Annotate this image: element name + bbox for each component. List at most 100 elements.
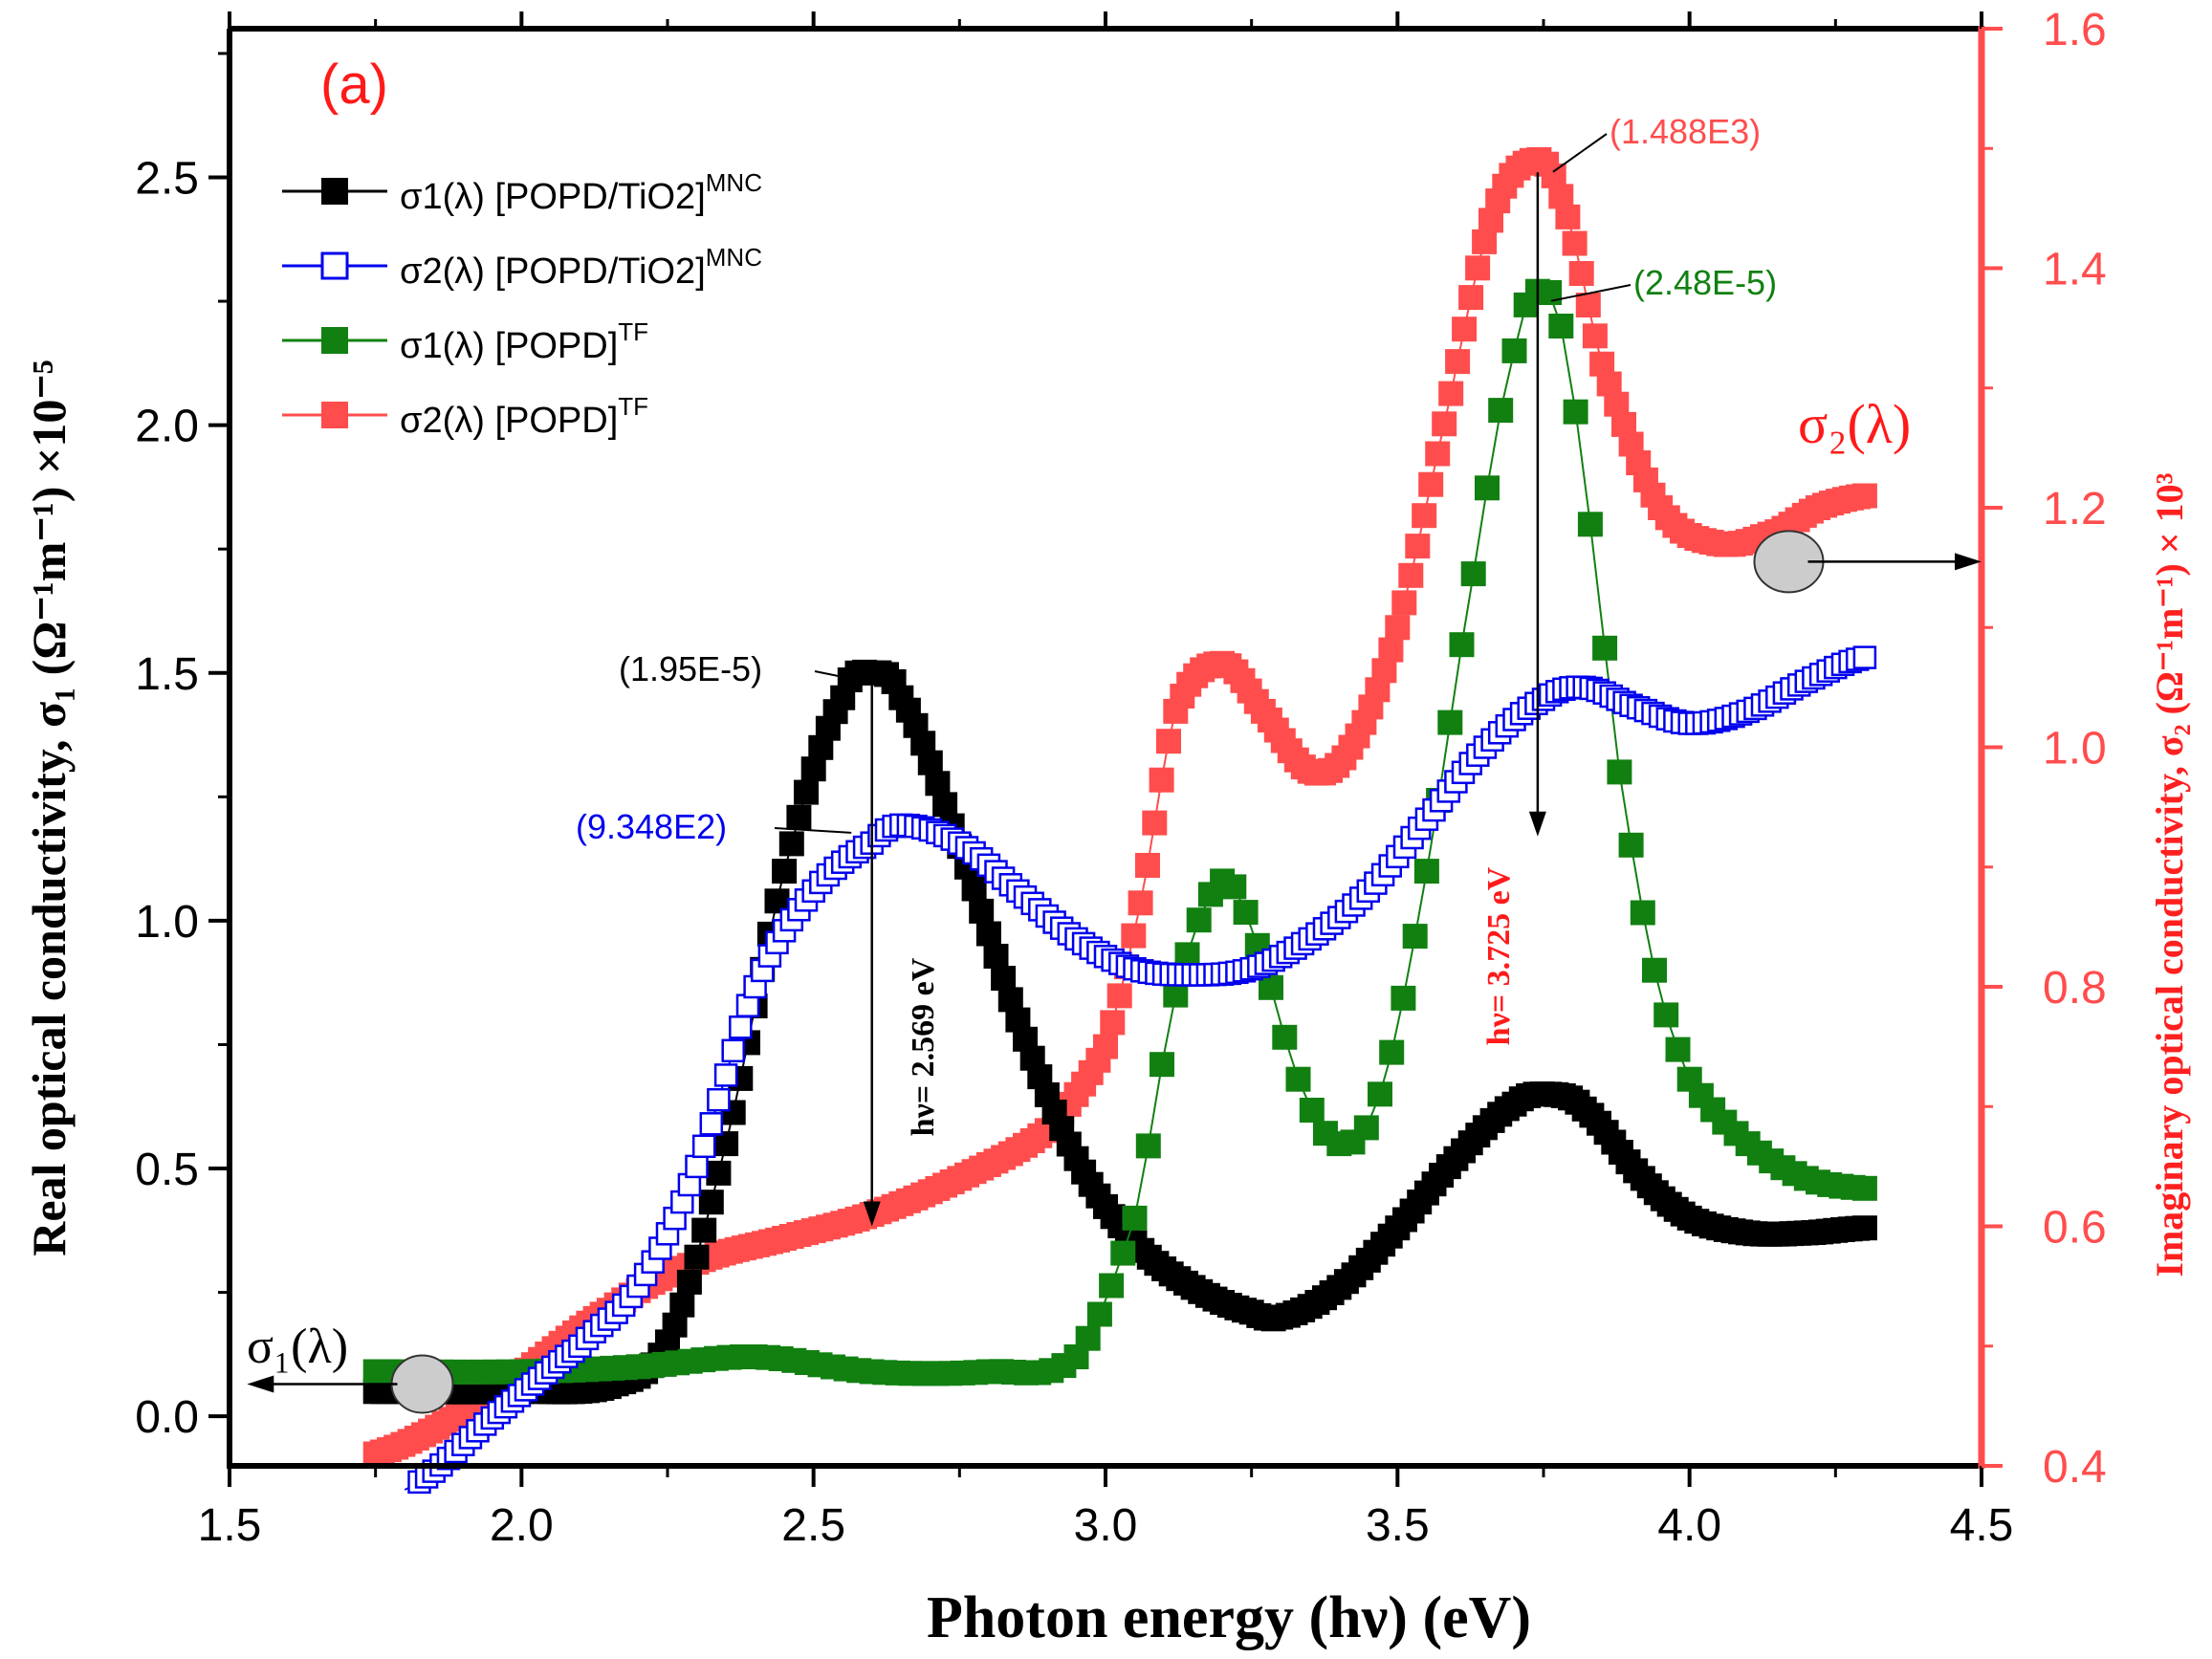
y-left-tick-label: 0.5 bbox=[135, 1145, 199, 1195]
data-point bbox=[1379, 1039, 1405, 1065]
sigma2-indicator-arrow-head bbox=[1955, 553, 1982, 571]
peak-label-green: (2.48E-5) bbox=[1633, 263, 1777, 302]
data-point bbox=[1537, 280, 1563, 305]
data-point bbox=[1412, 503, 1437, 529]
data-point bbox=[1418, 471, 1444, 497]
data-point bbox=[1135, 853, 1160, 878]
data-point bbox=[1233, 900, 1259, 926]
peak-label-red: (1.488E3) bbox=[1610, 112, 1761, 151]
y-right-tick-label: 0.8 bbox=[2043, 963, 2107, 1014]
data-point bbox=[1221, 874, 1247, 900]
data-point bbox=[1577, 512, 1603, 537]
axes-layer bbox=[227, 26, 1985, 1469]
data-point bbox=[1405, 534, 1431, 559]
data-point bbox=[691, 1217, 717, 1243]
data-point bbox=[1851, 1175, 1877, 1201]
x-tick-label: 2.5 bbox=[781, 1500, 845, 1551]
data-point bbox=[1582, 323, 1608, 349]
data-point bbox=[1163, 982, 1189, 1008]
data-point bbox=[684, 1244, 710, 1270]
y-left-tick-label: 0.0 bbox=[135, 1392, 199, 1443]
sigma1-indicator-label: σ₁(λ) bbox=[247, 1320, 348, 1374]
peak-label-black: (1.95E-5) bbox=[619, 649, 762, 688]
data-point bbox=[1285, 1066, 1311, 1092]
data-point bbox=[1851, 1215, 1877, 1241]
data-point bbox=[925, 771, 951, 797]
data-point bbox=[1156, 729, 1181, 754]
sigma1-indicator-circle bbox=[390, 1354, 454, 1414]
x-tick-label: 2.0 bbox=[490, 1500, 554, 1551]
data-point bbox=[1432, 411, 1457, 437]
data-point bbox=[1475, 475, 1500, 501]
data-point bbox=[1665, 1037, 1691, 1062]
data-point bbox=[983, 944, 1009, 969]
data-point bbox=[1607, 759, 1632, 785]
data-point bbox=[1852, 645, 1877, 669]
data-point bbox=[707, 1087, 731, 1112]
data-point bbox=[1100, 1010, 1126, 1036]
data-point bbox=[1075, 1325, 1101, 1351]
y-left-tick-label: 1.5 bbox=[135, 649, 199, 700]
data-point bbox=[786, 804, 812, 830]
data-point bbox=[1438, 381, 1464, 406]
data-point bbox=[1110, 1240, 1136, 1266]
data-point bbox=[1353, 1115, 1379, 1141]
peak-label-blue: (9.348E2) bbox=[576, 807, 727, 846]
legend-label-red: σ2(λ) [POPD]TF bbox=[400, 392, 648, 441]
data-point bbox=[1548, 314, 1574, 338]
x-tick-label: 3.0 bbox=[1074, 1500, 1138, 1551]
x-tick-label: 1.5 bbox=[198, 1500, 262, 1551]
hv-label-right: hν= 3.725 eV bbox=[1481, 866, 1517, 1045]
data-point bbox=[1272, 1024, 1298, 1050]
legend-label-green: σ1(λ) [POPD]TF bbox=[400, 317, 648, 366]
data-point bbox=[1425, 441, 1451, 467]
data-point bbox=[1391, 590, 1417, 616]
y-right-tick-label: 1.0 bbox=[2043, 724, 2107, 775]
data-point bbox=[1106, 983, 1132, 1009]
data-point bbox=[1488, 398, 1514, 424]
data-point bbox=[778, 831, 804, 857]
data-point bbox=[729, 1015, 753, 1039]
ticks-layer: 1.5 2.0 2.5 3.0 3.5 4.0 4.5 0.0 0.5 1.0 1.5 2.0 2.5 0… bbox=[135, 5, 2106, 1551]
leader-blue bbox=[774, 827, 852, 834]
x-tick-label: 4.5 bbox=[1950, 1500, 2014, 1551]
data-point bbox=[1398, 562, 1424, 588]
legend-label-blue: σ2(λ) [POPD/TiO2]MNC bbox=[400, 243, 762, 292]
data-point bbox=[1458, 285, 1484, 311]
legend-entry-red: σ2(λ) [POPD]TF bbox=[282, 392, 648, 441]
data-point bbox=[1449, 632, 1475, 658]
data-point bbox=[1368, 1081, 1392, 1107]
data-point bbox=[706, 1160, 732, 1186]
leader-black bbox=[814, 670, 861, 682]
data-point bbox=[1555, 204, 1581, 229]
y-left-axis-title: Real optical conductivity, σ₁ (Ω⁻¹m⁻¹) ×… bbox=[22, 360, 76, 1256]
data-point bbox=[1413, 859, 1439, 884]
data-point bbox=[1135, 1133, 1161, 1159]
hv-arrow-right-head bbox=[1528, 811, 1546, 837]
data-point bbox=[961, 876, 987, 902]
arrow-layer bbox=[247, 133, 1982, 1414]
data-point bbox=[1445, 349, 1471, 375]
data-point bbox=[1093, 1034, 1118, 1059]
leader-red bbox=[1552, 133, 1608, 173]
data-point bbox=[1618, 832, 1644, 858]
panel-label: (a) bbox=[320, 54, 388, 116]
data-point bbox=[1099, 1273, 1125, 1299]
data-point bbox=[1642, 957, 1667, 983]
hv-label-left: hν= 2.569 eV bbox=[906, 957, 941, 1136]
data-point bbox=[1385, 615, 1411, 641]
data-point bbox=[685, 1154, 709, 1179]
data-point bbox=[699, 1112, 724, 1136]
data-point bbox=[772, 859, 798, 884]
data-point bbox=[1654, 1002, 1679, 1028]
data-point bbox=[932, 792, 958, 818]
y-left-tick-label: 1.0 bbox=[135, 897, 199, 948]
data-point bbox=[794, 779, 819, 805]
data-point bbox=[1851, 483, 1877, 509]
data-point bbox=[1121, 923, 1147, 949]
y-right-axis-title: Imaginary optical conductivity, σ₂ (Ω⁻¹m… bbox=[2148, 472, 2191, 1277]
data-point bbox=[1460, 561, 1486, 587]
data-point bbox=[691, 1134, 716, 1159]
y-right-tick-label: 1.4 bbox=[2043, 245, 2107, 295]
